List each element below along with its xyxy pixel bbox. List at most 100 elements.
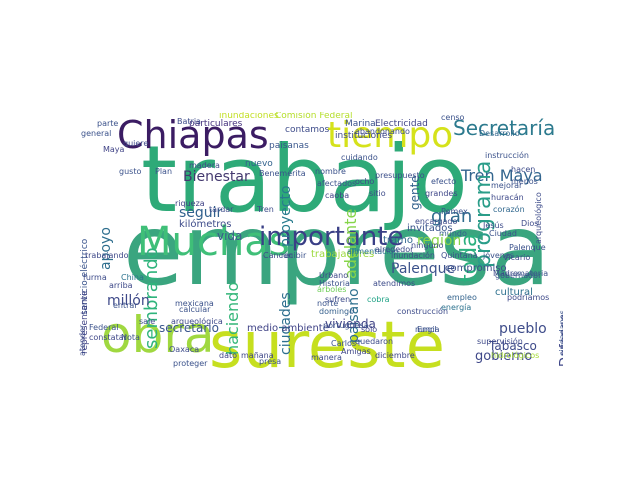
cloud-word: Electricidad xyxy=(375,119,428,129)
cloud-word: Madre xyxy=(493,269,518,278)
cloud-word: cuidando xyxy=(341,153,378,162)
cloud-word: instrucción xyxy=(485,151,529,160)
cloud-word: censo xyxy=(441,113,465,122)
cloud-word: Cancún xyxy=(263,251,294,260)
cloud-word: Tren xyxy=(257,205,274,214)
cloud-word: árboles xyxy=(317,285,347,294)
cloud-word: quiere xyxy=(123,139,149,148)
cloud-word: Urbano xyxy=(319,271,349,280)
cloud-word: mejorar xyxy=(491,181,523,190)
cloud-word: encargado xyxy=(415,217,458,226)
cloud-word: general xyxy=(81,129,112,138)
word-cloud: trabajo empresa obra sureste Chiapas tiempo Mu… xyxy=(79,112,563,370)
cloud-word: Historia xyxy=(319,279,350,288)
cloud-word: tramo xyxy=(383,235,414,246)
cloud-word: arriba xyxy=(109,281,133,290)
cloud-word: dato xyxy=(219,351,238,360)
cloud-word: Chiapas xyxy=(117,113,269,157)
cloud-word: Carlos xyxy=(331,339,357,348)
cloud-word: mundo xyxy=(439,229,467,238)
cloud-word: riqueza xyxy=(175,199,205,208)
cloud-word: domingo xyxy=(319,307,355,316)
cloud-word: nunca xyxy=(415,325,440,334)
cloud-word: Maya xyxy=(103,145,125,154)
cloud-word: Vicario xyxy=(503,253,531,262)
cloud-word: inundaciones xyxy=(219,112,279,121)
cloud-word: arqueológico xyxy=(534,191,543,244)
cloud-word: Marina xyxy=(345,119,376,129)
cloud-word: Batria xyxy=(177,117,201,126)
cloud-word: región xyxy=(417,233,462,249)
cloud-word: atender xyxy=(79,324,87,356)
cloud-word: Secretaría xyxy=(453,116,556,140)
cloud-word: gobernador xyxy=(495,271,542,280)
cloud-word: parte xyxy=(97,119,119,128)
cloud-word: contamos xyxy=(285,125,330,135)
cloud-word: manera xyxy=(311,353,342,362)
cloud-word: importante xyxy=(259,222,404,252)
cloud-word: vivienda xyxy=(325,317,376,331)
cloud-word: menos xyxy=(511,177,538,186)
cloud-word: gobierno xyxy=(475,349,533,364)
cloud-word: energía xyxy=(441,303,472,312)
cloud-word: Plan xyxy=(155,167,173,176)
cloud-word: construcción xyxy=(397,307,449,316)
cloud-word: furma xyxy=(83,273,107,282)
cloud-word: Dios xyxy=(521,219,539,228)
cloud-word: portuguesa xyxy=(323,321,369,330)
cloud-word: mexicana xyxy=(175,299,214,308)
cloud-word: Muchas xyxy=(137,219,290,265)
cloud-word: cobra xyxy=(367,295,390,304)
cloud-word: grandes xyxy=(425,189,458,198)
cloud-word: tiempo xyxy=(327,115,454,156)
cloud-word: Quintana xyxy=(441,251,478,260)
cloud-word: ninguno xyxy=(411,241,444,250)
cloud-word: Bienestar xyxy=(183,169,250,185)
cloud-word: diciembre xyxy=(375,351,415,360)
cloud-word: hidrológicos xyxy=(491,351,540,360)
cloud-word: kilómetros xyxy=(179,219,232,230)
cloud-word: Oaxaca xyxy=(169,345,200,354)
cloud-word: Pemex xyxy=(441,207,468,216)
cloud-word: sitio xyxy=(369,189,386,198)
cloud-word: Desarrollo xyxy=(479,129,520,138)
cloud-word: supervisión xyxy=(477,337,523,346)
cloud-word: proyecto xyxy=(278,185,294,248)
cloud-word: materia xyxy=(517,269,549,278)
cloud-word: cultural xyxy=(495,287,533,298)
cloud-word: vida xyxy=(217,229,243,243)
cloud-word: trabajando xyxy=(85,251,129,260)
cloud-word: millón xyxy=(107,293,150,309)
cloud-word: calcular xyxy=(179,305,211,314)
cloud-word: Amigas xyxy=(341,347,371,356)
cloud-word: alimentación xyxy=(347,247,399,256)
cloud-word: afectados xyxy=(317,179,357,188)
cloud-word: gusto xyxy=(119,167,142,176)
cloud-word: recibir xyxy=(281,251,307,260)
cloud-word: Benemérita xyxy=(259,169,306,178)
cloud-word: trabajo xyxy=(141,126,468,233)
cloud-word: norte xyxy=(317,299,339,308)
cloud-word: China xyxy=(121,273,144,282)
cloud-word: corazón xyxy=(493,205,525,214)
cloud-word: ocho xyxy=(355,177,375,186)
cloud-word: madera xyxy=(189,161,220,170)
cloud-word: Comisión Federal xyxy=(275,112,353,121)
cloud-word: apoyo xyxy=(98,227,114,270)
cloud-word: Palenque xyxy=(509,243,546,252)
cloud-word: proteger xyxy=(173,359,208,368)
cloud-word: compromiso xyxy=(445,263,507,274)
cloud-word: presupuesto xyxy=(375,171,425,180)
cloud-word: empresa xyxy=(123,194,551,308)
cloud-word: entrar xyxy=(113,301,138,310)
cloud-word: trabajadores xyxy=(311,249,375,260)
cloud-word: Palenque xyxy=(391,261,456,277)
cloud-word: hacen xyxy=(511,165,536,174)
cloud-word: mañana xyxy=(241,351,274,360)
cloud-word: quedaron xyxy=(355,337,394,346)
cloud-word: inundación xyxy=(391,251,435,260)
cloud-word: adelante xyxy=(341,208,360,279)
cloud-word: gran xyxy=(431,206,473,227)
cloud-word: invitados xyxy=(407,223,453,234)
cloud-word: sufren xyxy=(325,295,351,304)
